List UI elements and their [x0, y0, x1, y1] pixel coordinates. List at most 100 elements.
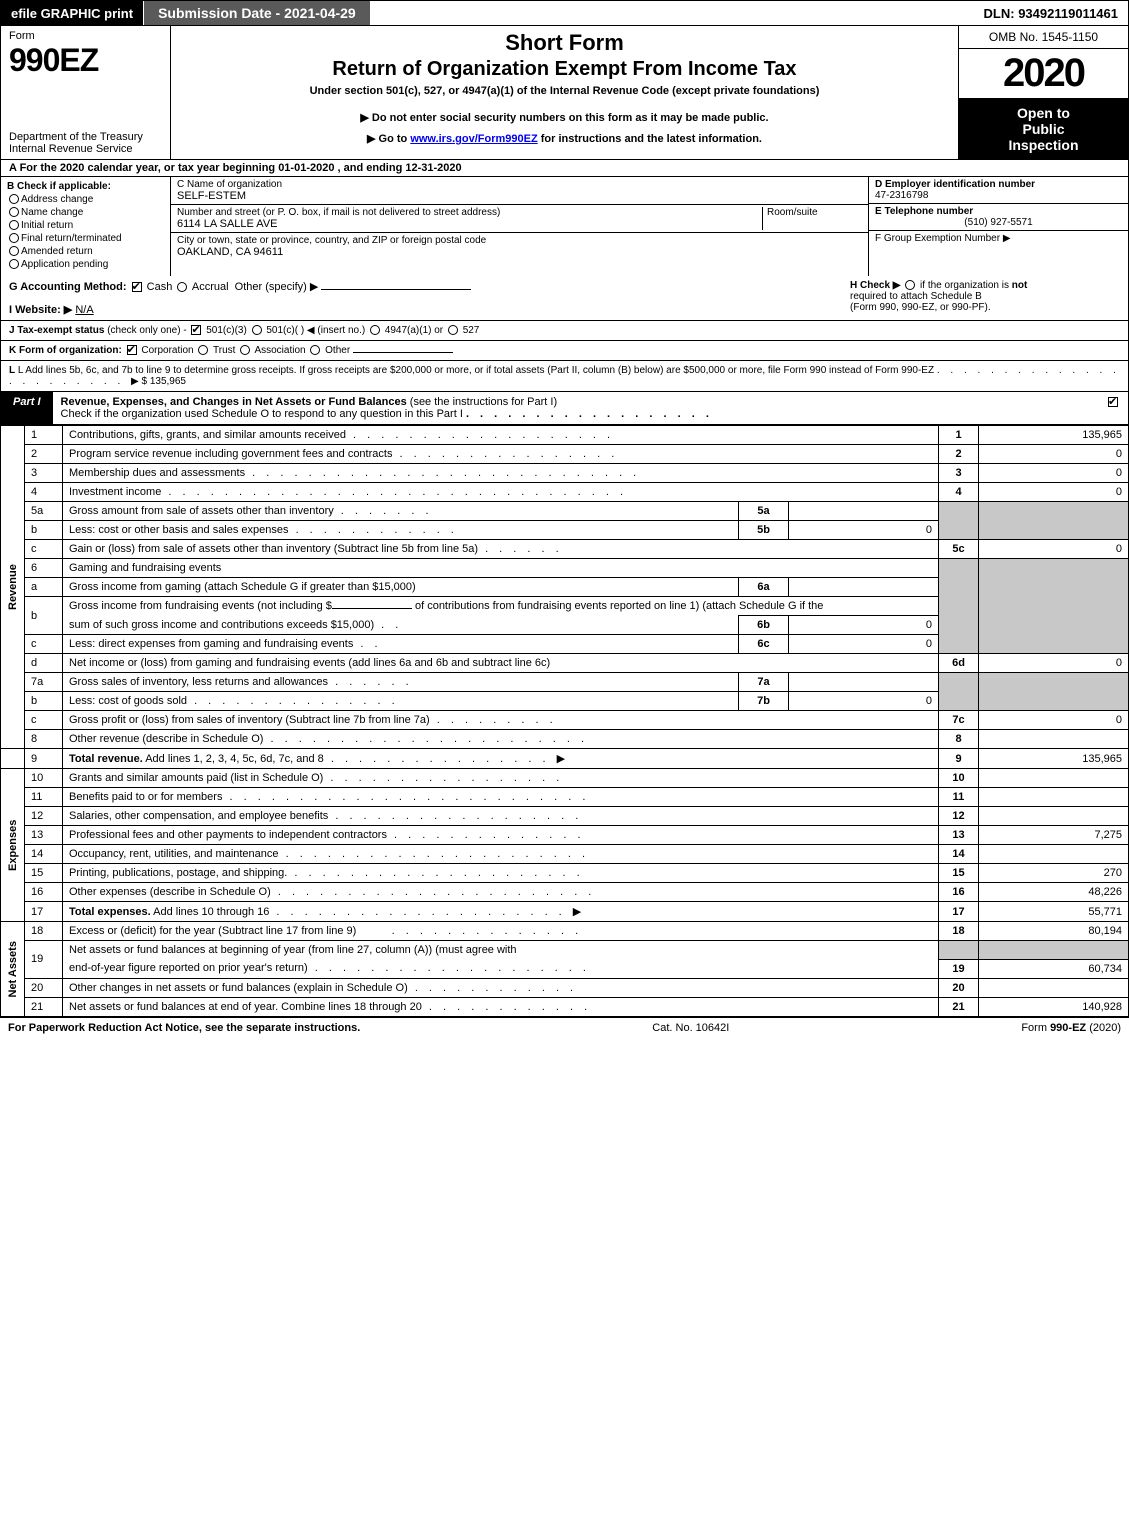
- cash-checkbox[interactable]: [132, 282, 142, 292]
- telephone-label: E Telephone number: [875, 206, 1122, 217]
- line-7b-amount: 0: [789, 692, 939, 711]
- line-14: 14 Occupancy, rent, utilities, and maint…: [1, 845, 1129, 864]
- section-j: J Tax-exempt status (check only one) - 5…: [0, 321, 1129, 341]
- line-3-amount: 0: [979, 464, 1129, 483]
- row-a-tax-year: A For the 2020 calendar year, or tax yea…: [0, 160, 1129, 177]
- address-value: 6114 LA SALLE AVE: [177, 218, 762, 230]
- org-name-label: C Name of organization: [177, 179, 862, 190]
- line-21: 21 Net assets or fund balances at end of…: [1, 997, 1129, 1016]
- line-7c: c Gross profit or (loss) from sales of i…: [1, 711, 1129, 730]
- line-19-1: 19 Net assets or fund balances at beginn…: [1, 941, 1129, 960]
- line-19-amount: 60,734: [979, 959, 1129, 978]
- line-1-amount: 135,965: [979, 426, 1129, 445]
- dln-label: DLN: 93492119011461: [974, 1, 1128, 25]
- open-to-public-inspection: Open to Public Inspection: [959, 98, 1128, 159]
- line-20-amount: [979, 978, 1129, 997]
- room-suite-label: Room/suite: [767, 207, 862, 218]
- line-5a-amount: [789, 502, 939, 521]
- line-18: Net Assets 18 Excess or (deficit) for th…: [1, 922, 1129, 941]
- line-9: 9 Total revenue. Add lines 1, 2, 3, 4, 5…: [1, 749, 1129, 769]
- line-12: 12 Salaries, other compensation, and emp…: [1, 807, 1129, 826]
- ssn-warning: ▶ Do not enter social security numbers o…: [181, 111, 948, 124]
- line-4-amount: 0: [979, 483, 1129, 502]
- corporation-checkbox[interactable]: [127, 345, 137, 355]
- omb-number: OMB No. 1545-1150: [959, 26, 1128, 49]
- line-13-amount: 7,275: [979, 826, 1129, 845]
- gross-receipts-amount: 135,965: [150, 376, 186, 387]
- i-website-label: I Website: ▶: [9, 304, 72, 316]
- org-name-value: SELF-ESTEM: [177, 190, 862, 202]
- line-5c-amount: 0: [979, 540, 1129, 559]
- instructions-note: ▶ Go to www.irs.gov/Form990EZ for instru…: [181, 132, 948, 145]
- line-12-amount: [979, 807, 1129, 826]
- 4947-checkbox[interactable]: [370, 325, 380, 335]
- line-15-amount: 270: [979, 864, 1129, 883]
- line-10-amount: [979, 769, 1129, 788]
- 501c-checkbox[interactable]: [252, 325, 262, 335]
- dept-treasury: Department of the Treasury: [9, 131, 162, 143]
- line-8: 8 Other revenue (describe in Schedule O)…: [1, 730, 1129, 749]
- line-18-amount: 80,194: [979, 922, 1129, 941]
- part-1-table: Revenue 1 Contributions, gifts, grants, …: [0, 425, 1129, 1017]
- h-label: H Check ▶: [850, 280, 900, 291]
- address-change-checkbox[interactable]: [9, 194, 19, 204]
- line-14-amount: [979, 845, 1129, 864]
- association-checkbox[interactable]: [240, 345, 250, 355]
- efile-print-button[interactable]: efile GRAPHIC print: [1, 1, 143, 25]
- line-6d-amount: 0: [979, 654, 1129, 673]
- name-change-checkbox[interactable]: [9, 207, 19, 217]
- line-6: 6 Gaming and fundraising events: [1, 559, 1129, 578]
- irs-link[interactable]: www.irs.gov/Form990EZ: [410, 133, 537, 145]
- line-13: 13 Professional fees and other payments …: [1, 826, 1129, 845]
- g-label: G Accounting Method:: [9, 281, 127, 293]
- revenue-sidebar: Revenue: [1, 426, 25, 749]
- line-16-amount: 48,226: [979, 883, 1129, 902]
- accrual-checkbox[interactable]: [177, 282, 187, 292]
- info-block: B Check if applicable: Address change Na…: [0, 177, 1129, 276]
- part-1-header: Part I Revenue, Expenses, and Changes in…: [0, 392, 1129, 425]
- trust-checkbox[interactable]: [198, 345, 208, 355]
- line-16: 16 Other expenses (describe in Schedule …: [1, 883, 1129, 902]
- line-2-amount: 0: [979, 445, 1129, 464]
- line-4: 4 Investment income . . . . . . . . . . …: [1, 483, 1129, 502]
- application-pending-checkbox[interactable]: [9, 259, 19, 269]
- line-5a: 5a Gross amount from sale of assets othe…: [1, 502, 1129, 521]
- line-9-amount: 135,965: [979, 749, 1129, 769]
- cat-number: Cat. No. 10642I: [652, 1022, 729, 1034]
- line-5b-amount: 0: [789, 521, 939, 540]
- line-7a-amount: [789, 673, 939, 692]
- city-value: OAKLAND, CA 94611: [177, 246, 862, 258]
- col-b-title: B Check if applicable:: [7, 181, 164, 192]
- ein-label: D Employer identification number: [875, 179, 1122, 190]
- 527-checkbox[interactable]: [448, 325, 458, 335]
- city-label: City or town, state or province, country…: [177, 235, 862, 246]
- paperwork-notice: For Paperwork Reduction Act Notice, see …: [8, 1022, 360, 1034]
- amended-return-checkbox[interactable]: [9, 246, 19, 256]
- h-checkbox[interactable]: [905, 280, 915, 290]
- line-5c: c Gain or (loss) from sale of assets oth…: [1, 540, 1129, 559]
- expenses-sidebar: Expenses: [1, 769, 25, 922]
- line-6d: d Net income or (loss) from gaming and f…: [1, 654, 1129, 673]
- line-6c-amount: 0: [789, 635, 939, 654]
- line-1: Revenue 1 Contributions, gifts, grants, …: [1, 426, 1129, 445]
- section-k: K Form of organization: Corporation Trus…: [0, 341, 1129, 361]
- dept-irs: Internal Revenue Service: [9, 143, 162, 155]
- final-return-checkbox[interactable]: [9, 233, 19, 243]
- schedule-o-checkbox[interactable]: [1108, 397, 1118, 407]
- ein-value: 47-2316798: [875, 190, 1122, 201]
- line-7a: 7a Gross sales of inventory, less return…: [1, 673, 1129, 692]
- top-bar: efile GRAPHIC print Submission Date - 20…: [0, 0, 1129, 26]
- line-2: 2 Program service revenue including gove…: [1, 445, 1129, 464]
- column-b-checkboxes: B Check if applicable: Address change Na…: [1, 177, 171, 276]
- line-7c-amount: 0: [979, 711, 1129, 730]
- line-19-2: end-of-year figure reported on prior yea…: [1, 959, 1129, 978]
- initial-return-checkbox[interactable]: [9, 220, 19, 230]
- part-1-badge: Part I: [1, 392, 53, 424]
- tax-year: 2020: [959, 49, 1128, 98]
- 501c3-checkbox[interactable]: [191, 325, 201, 335]
- k-label: K Form of organization:: [9, 345, 122, 356]
- line-17-amount: 55,771: [979, 902, 1129, 922]
- page-footer: For Paperwork Reduction Act Notice, see …: [0, 1017, 1129, 1038]
- j-label: J Tax-exempt status: [9, 325, 104, 336]
- other-checkbox[interactable]: [310, 345, 320, 355]
